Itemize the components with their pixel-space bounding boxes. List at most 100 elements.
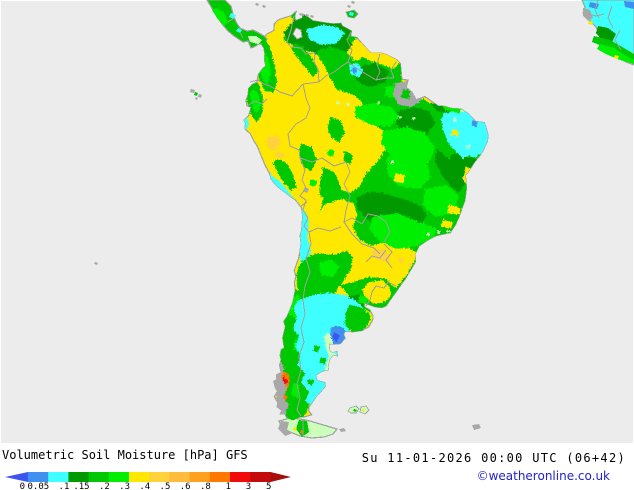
border-colombia-venezuela — [286, 15, 320, 83]
title-label: Volumetric Soil Moisture [hPa] — [2, 448, 219, 462]
legend-tick-0: 0 — [20, 482, 25, 490]
island-aruba-1 — [299, 13, 303, 16]
island-stvincent — [351, 1, 355, 4]
legend-segment-1 — [230, 472, 251, 482]
patch-palegreen-speck-4 — [411, 116, 414, 119]
border-colombia-ecuador — [249, 79, 271, 87]
patch-pampas-blue-deep — [331, 331, 339, 341]
patch-palegreen-speck-1 — [345, 102, 348, 105]
island-galapagos-3 — [198, 94, 202, 98]
legend-segment-.6 — [189, 472, 211, 482]
model-label: GFS — [225, 448, 248, 462]
border-bolivia-argentina — [308, 226, 342, 233]
island-carib-2 — [262, 5, 266, 8]
patch-panama-palegreen — [248, 36, 262, 44]
patch-argentina-bgreen — [318, 258, 338, 276]
border-bolivia-paraguay — [343, 217, 363, 225]
border-argentina-uruguay — [365, 291, 373, 307]
patch-finger-green-3 — [342, 150, 352, 164]
patch-africa-paleyellow-2 — [614, 55, 619, 59]
legend-segment-.4 — [149, 472, 170, 482]
border-paraguay-brazil — [361, 213, 391, 243]
legend-segment-.5 — [169, 472, 191, 482]
legend-segment-0 — [28, 472, 49, 482]
border-peru-brazil — [287, 83, 311, 159]
island-carib-1 — [255, 3, 259, 6]
patch-bgreen-manaus — [354, 102, 398, 126]
patch-palegreen-speck-10 — [426, 232, 429, 235]
border-venezuela-brazil — [302, 61, 349, 85]
border-parana-river — [365, 249, 387, 263]
legend-tick-.8: .8 — [200, 482, 211, 490]
border-africa-3 — [587, 13, 605, 17]
legend-tick-.3: .3 — [119, 482, 130, 490]
border-brazil-argentina — [383, 243, 393, 269]
border-costarica-nicaragua — [227, 17, 235, 23]
patch-argentina-green — [296, 250, 352, 304]
patch-palegreen-speck-11 — [446, 229, 449, 232]
legend-tick-0.05: 0.05 — [28, 482, 50, 490]
border-ecuador-peru — [246, 98, 268, 107]
border-africa-2 — [607, 5, 614, 29]
island-grenada — [347, 5, 351, 8]
patch-peru-gold-1 — [266, 134, 280, 150]
patch-africa-bgreen — [597, 44, 634, 64]
patch-bahia-coast-cyan — [454, 140, 468, 158]
patch-palegreen-speck-9 — [466, 144, 469, 147]
island-aruba-3 — [310, 15, 314, 18]
patch-uruguay-yellow — [361, 279, 390, 303]
patch-ne-yellow-speck — [450, 128, 458, 136]
legend-tick-.15: .15 — [73, 482, 89, 490]
copyright-link[interactable]: ©weatheronline.co.uk — [477, 469, 610, 483]
patch-palegreen-speck-2 — [376, 100, 379, 103]
patch-ba-coast-green — [344, 304, 370, 332]
patch-icefield-red — [281, 376, 287, 385]
patch-east-coast-dgreen — [434, 148, 464, 192]
patch-centam-cyan-1 — [229, 13, 236, 19]
legend-segment-3 — [250, 472, 271, 482]
legend-tick-.5: .5 — [160, 482, 171, 490]
island-galapagos-1 — [190, 89, 195, 93]
patch-uruguay-bgreen — [357, 294, 367, 305]
border-guyana-suriname — [375, 53, 381, 81]
patch-marajo-green — [400, 88, 410, 98]
patch-peru-slope-green — [272, 158, 296, 190]
legend-segment-.2 — [108, 472, 130, 482]
legend-segment-0.05 — [48, 472, 69, 482]
legend-tick-.2: .2 — [99, 482, 110, 490]
patch-bgreen-sp-coast — [404, 222, 436, 242]
patch-africa-blue-2 — [624, 1, 634, 9]
legend-segment-.3 — [129, 472, 150, 482]
border-peru-bolivia — [299, 157, 307, 201]
map-svg — [1, 0, 634, 443]
patch-palegreen-speck-3 — [398, 115, 401, 118]
legend-segment-.1 — [68, 472, 90, 482]
legend-segment-.15 — [88, 472, 110, 482]
border-chile-argentina — [296, 231, 312, 417]
legend-tick-5: 5 — [266, 482, 271, 490]
island-galapagos-4 — [195, 97, 198, 100]
legend-tick-3: 3 — [246, 482, 251, 490]
patch-finger-green-2 — [326, 116, 344, 142]
patch-chile-bgreen-2 — [290, 382, 299, 398]
island-falkland-yellow — [362, 409, 365, 412]
patch-tdf-yellow — [293, 427, 297, 431]
legend-tick-.1: .1 — [59, 482, 70, 490]
patch-venezuela-cyan — [306, 24, 344, 44]
patch-sbrazil-gold-3 — [407, 262, 412, 267]
patch-africa-paleyellow-1 — [588, 21, 593, 25]
legend-colorbar: 0 0.05 .1.15 .2 .3 .4 .5 .6 .8 1 3 5 — [5, 472, 291, 490]
patch-mg-yellow — [392, 172, 404, 182]
patch-centam-bgreen — [212, 8, 228, 26]
patch-bahia-yellow-3 — [440, 219, 452, 228]
border-africa-4 — [614, 29, 622, 51]
patch-bolivia-green-1 — [318, 186, 334, 200]
border-paraguay-argentina — [343, 221, 381, 255]
patch-bolivia-bgreen-2 — [308, 178, 316, 186]
legend-tick-.4: .4 — [139, 482, 150, 490]
legend-arrow-right — [270, 472, 291, 482]
island-sgeorgia — [472, 424, 481, 430]
border-guianas-brazil — [347, 61, 394, 81]
patch-sbrazil-gold-2 — [397, 256, 403, 262]
